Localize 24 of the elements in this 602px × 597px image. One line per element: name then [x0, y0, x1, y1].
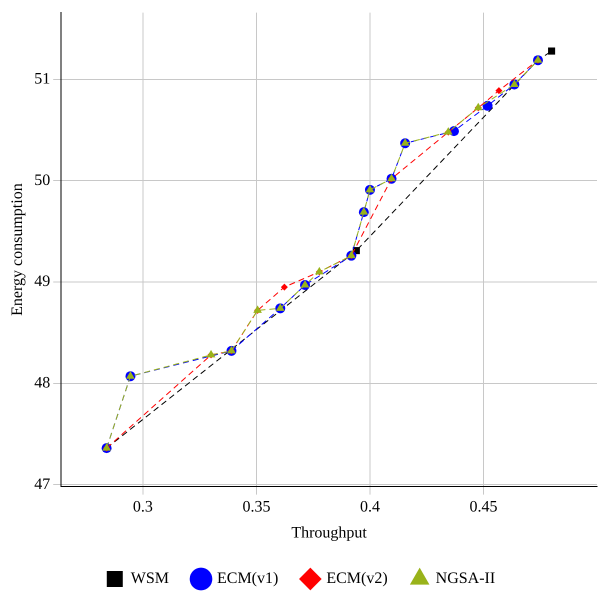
point — [360, 207, 368, 215]
legend-label: ECM(v1) — [217, 570, 278, 588]
point — [548, 48, 556, 55]
y-axis-title: Energy consumption — [8, 183, 26, 316]
y-tick-label: 47 — [34, 476, 50, 493]
point — [126, 371, 135, 379]
point — [495, 87, 502, 94]
y-tick-label: 49 — [34, 273, 50, 290]
point — [400, 138, 410, 146]
x-axis-title: Throughput — [291, 524, 368, 542]
point — [280, 284, 288, 291]
legend-label: NGSA-II — [436, 570, 496, 588]
point — [300, 280, 310, 288]
y-tick-label: 51 — [34, 70, 50, 88]
x-tick-label: 0.3 — [132, 498, 153, 516]
legend-label: ECM(v2) — [326, 570, 388, 588]
legend-label: WSM — [130, 570, 170, 588]
point — [366, 184, 374, 192]
y-tick-label: 48 — [34, 374, 50, 392]
x-tick-label: 0.4 — [360, 498, 380, 516]
point — [276, 303, 285, 311]
x-tick-label: 0.35 — [242, 498, 270, 516]
x-tick-label: 0.45 — [469, 498, 498, 516]
y-tick-label: 50 — [34, 172, 50, 189]
